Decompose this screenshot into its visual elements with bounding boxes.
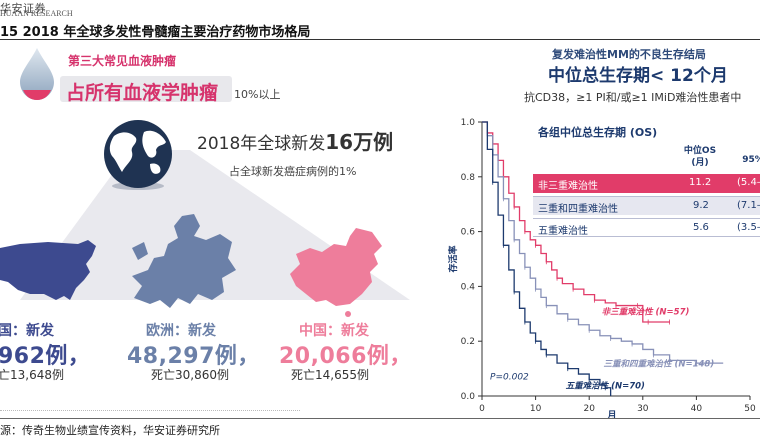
source-note: 源：传奇生物业绩宣传资料，华安证券研究所	[0, 424, 220, 437]
os-row-group: 非三重难治性	[538, 181, 598, 192]
callout-third-common: 第三大常见血液肿瘤	[68, 54, 177, 68]
global-new-cases: 2018年全球新发16万例	[197, 126, 393, 155]
china-map-icon	[290, 228, 382, 317]
brand-logo-subtitle: HUAAN RESEARCH	[0, 9, 73, 18]
p-value-annotation: P=0.002	[490, 373, 529, 383]
title-divider	[0, 39, 760, 40]
os-table-header-os: 中位OS	[683, 146, 717, 156]
china-new-cases: 20,066例，	[279, 344, 412, 369]
x-axis-label: 月	[606, 410, 616, 418]
os-table-row: 五重难治性 5.6 (3.5–	[533, 218, 760, 237]
x-tick-label: 50	[744, 404, 756, 414]
y-tick-label: 0.4	[461, 282, 476, 292]
europe-map-icon	[132, 214, 236, 308]
usa-map-icon	[0, 240, 96, 300]
os-row-median: 11.2	[689, 177, 712, 188]
brand-logo-text: 华安证券	[0, 2, 46, 15]
os-row-ci: (3.5–	[737, 222, 760, 233]
rrmm-subtitle: 复发难治性MM的不良生存结局	[552, 48, 706, 61]
china-deaths: 死亡14,655例	[291, 368, 369, 382]
footer-divider	[0, 418, 760, 419]
x-tick-label: 30	[637, 404, 649, 414]
callout-highlight-bar	[60, 76, 232, 102]
y-tick-label: 0.0	[461, 392, 476, 402]
km-series-label: 非三重难治性 (N=57)	[602, 307, 690, 318]
usa-deaths: 亡13,648例	[0, 368, 64, 382]
x-tick-label: 10	[530, 404, 542, 414]
km-series-label: 三重和四重难治性 (N=148)	[604, 359, 715, 370]
os-table-header-os-unit: (月)	[691, 158, 709, 168]
os-row-median: 9.2	[693, 200, 709, 211]
os-table-header-ci: 95%	[742, 155, 760, 165]
rrmm-population-note: 抗CD38，≥1 PI和/或≥1 IMiD难治性患者中	[524, 91, 742, 104]
os-table-row: 非三重难治性 11.2 (5.4–	[533, 174, 760, 193]
china-label: 中国：新发	[299, 323, 369, 339]
figure-title: 15 2018 年全球多发性骨髓瘤主要治疗药物市场格局	[0, 25, 311, 40]
globe-icon	[104, 120, 172, 190]
europe-new-cases: 48,297例，	[127, 344, 260, 369]
x-tick-label: 20	[583, 404, 595, 414]
callout-share-headline: 占所有血液学肿瘤	[66, 82, 219, 104]
global-new-cases-prefix: 2018年全球新发	[197, 134, 326, 154]
blood-drop-icon	[20, 48, 54, 100]
europe-deaths: 死亡30,860例	[151, 368, 229, 382]
y-tick-label: 0.2	[461, 337, 475, 347]
global-cancer-share: 占全球新发癌症病例的1%	[229, 165, 357, 178]
usa-new-cases: 962例，	[0, 344, 91, 369]
global-new-cases-value: 16万例	[325, 130, 394, 154]
europe-label: 欧洲：新发	[146, 323, 216, 339]
os-row-ci: (7.1–	[737, 200, 760, 211]
rrmm-headline: 中位总生存期< 12个月	[548, 66, 728, 86]
os-table-row: 三重和四重难治性 9.2 (7.1–	[533, 196, 760, 215]
km-survival-chart: 0.0 0.2 0.4 0.6 0.8 1.0 0 10 20 30 40 50 月 存活率非三重难治性 …	[447, 118, 756, 418]
os-row-median: 5.6	[693, 222, 709, 233]
x-tick-label: 0	[479, 404, 485, 414]
y-tick-label: 1.0	[461, 118, 476, 128]
x-tick-label: 40	[691, 404, 703, 414]
y-axis-label: 存活率	[447, 245, 459, 272]
os-row-group: 五重难治性	[538, 226, 588, 237]
os-table-title: 各组中位总生存期 (OS)	[538, 126, 658, 139]
km-series-line-2	[482, 121, 724, 364]
os-row-group: 三重和四重难治性	[538, 204, 618, 215]
y-tick-label: 0.8	[461, 173, 476, 183]
os-row-ci: (5.4–	[737, 177, 760, 188]
usa-label: 国：新发	[0, 323, 54, 339]
y-tick-label: 0.6	[461, 228, 476, 238]
left-panel-dotted-line	[0, 410, 300, 411]
callout-share-note: 10%以上	[234, 88, 281, 101]
km-series-label: 五重难治性 (N=70)	[566, 381, 645, 392]
